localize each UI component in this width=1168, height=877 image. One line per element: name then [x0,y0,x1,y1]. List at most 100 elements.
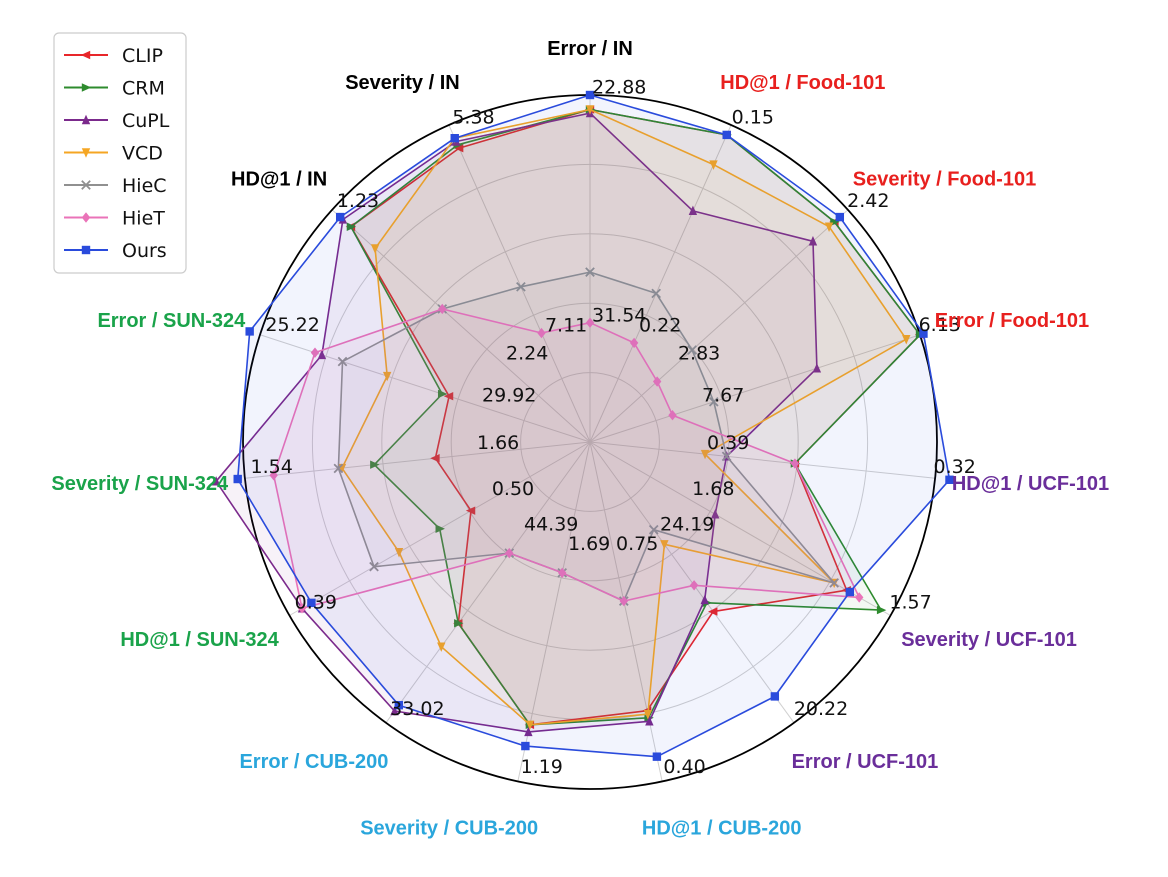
point-vcd-error-food-101 [902,335,911,345]
point-hiet-severity-in [537,327,546,339]
point-hiet-hd-1-cub-200 [619,595,629,607]
legend-item-vcd: VCD [64,143,163,165]
point-cupl-error-food-101 [812,363,822,373]
point-vcd-hd-1-in [370,244,380,254]
spoke-error-food-101 [589,334,921,443]
tick-inner-hd-1-in: 2.24 [506,343,548,365]
point-hiet-hd-1-ucf-101 [790,458,800,469]
point-hiec-hd-1-sun-324 [369,561,379,572]
tick-outer-error-ucf-101: 20.22 [794,698,848,720]
point-clip-error-sun-324 [443,392,454,401]
spoke-error-ucf-101 [589,441,795,724]
tick-inner-severity-food-101: 2.83 [678,343,720,365]
series-fill-clip [350,109,920,725]
point-crm-hd-1-sun-324 [435,524,445,533]
spoke-severity-food-101 [589,209,849,443]
series-fill-vcd [342,109,907,725]
tick-inner-severity-in: 7.11 [545,314,587,336]
point-hiec-error-food-101 [708,396,719,407]
point-ours-severity-food-101 [835,212,845,222]
point-ours-error-sun-324 [245,327,254,336]
point-clip-hd-1-sun-324 [465,506,476,515]
legend-label-clip: CLIP [122,45,163,67]
point-vcd-hd-1-cub-200 [643,710,653,720]
legend-marker-clip [80,50,91,60]
axis-title-error-food-101: Error / Food-101 [935,310,1089,332]
axis-title-error-sun-324: Error / SUN-324 [97,310,246,332]
point-ours-hd-1-cub-200 [652,752,662,761]
point-ours-error-in [585,90,595,100]
point-vcd-hd-1-food-101 [709,160,718,170]
tick-outer-error-food-101: 6.13 [919,314,961,336]
spoke-error-cub-200 [385,441,591,724]
legend: CLIP CRM CuPL VCD HieC HieT Ours [53,32,187,274]
axis-title-severity-ucf-101: Severity / UCF-101 [901,629,1077,651]
point-ours-severity-ucf-101 [845,587,855,597]
legend-marker-ours [81,245,91,255]
point-cupl-error-cub-200 [390,705,399,716]
legend-item-crm: CRM [64,78,165,100]
legend-item-ours: Ours [64,240,167,262]
series-hiec [333,267,840,606]
legend-marker-vcd [81,148,91,158]
point-ours-error-ucf-101 [770,692,780,701]
tick-outer-hd-1-cub-200: 0.40 [663,756,705,778]
point-ours-error-cub-200 [394,700,403,710]
point-crm-error-cub-200 [454,619,464,628]
tick-outer-error-in: 22.88 [592,77,646,99]
radar-labels: 31.54 22.88 Error / IN 0.22 0.15 HD@1 / Food-… [51,38,1109,839]
legend-marker-hiec [81,180,91,190]
tick-outer-hd-1-sun-324: 0.39 [295,592,337,614]
point-hiec-error-sun-324 [337,356,348,367]
point-ours-severity-cub-200 [521,741,530,751]
tick-outer-error-cub-200: 33.02 [390,698,444,720]
series-fill-ours [237,95,950,757]
spoke-severity-in [448,124,591,443]
point-hiet-error-food-101 [668,409,677,421]
point-hiec-severity-sun-324 [333,463,344,474]
point-cupl-severity-sun-324 [211,476,221,486]
series-fill-hiec [338,272,835,602]
tick-inner-hd-1-cub-200: 0.75 [616,533,658,555]
tick-outer-severity-in: 5.38 [452,106,494,128]
series-vcd [337,105,911,731]
point-cupl-severity-ucf-101 [711,509,720,519]
series-fill-crm [350,109,920,725]
point-clip-severity-in [453,143,464,153]
legend-label-crm: CRM [122,78,165,100]
legend-label-cupl: CuPL [122,110,170,132]
axis-title-severity-sun-324: Severity / SUN-324 [51,473,229,495]
point-ours-hd-1-food-101 [722,130,731,140]
tick-inner-hd-1-ucf-101: 0.39 [707,432,749,454]
tick-outer-severity-food-101: 2.42 [847,190,889,212]
point-hiec-error-ucf-101 [648,524,659,535]
legend-marker-cupl [81,114,91,125]
point-cupl-severity-food-101 [808,236,818,246]
point-hiet-severity-sun-324 [269,470,278,481]
point-hiec-severity-ucf-101 [829,578,840,588]
tick-inner-hd-1-food-101: 0.22 [639,314,681,336]
tick-inner-error-cub-200: 44.39 [524,514,578,536]
legend-item-cupl: CuPL [64,110,170,132]
point-vcd-severity-cub-200 [525,720,535,731]
point-hiec-severity-food-101 [687,345,697,355]
point-vcd-error-in [585,105,595,115]
spoke-severity-sun-324 [244,441,591,479]
point-hiet-error-ucf-101 [689,580,699,591]
tick-inner-severity-ucf-101: 1.68 [692,478,734,500]
point-cupl-error-ucf-101 [700,594,709,605]
point-hiet-error-sun-324 [310,347,320,358]
point-clip-severity-sun-324 [430,454,440,463]
axis-title-error-in: Error / IN [547,38,633,60]
series-ours [233,90,954,761]
point-cupl-hd-1-cub-200 [645,716,654,726]
point-hiec-severity-in [516,281,526,292]
legend-label-ours: Ours [122,240,167,262]
point-hiec-error-in [585,267,595,277]
point-ours-severity-sun-324 [233,474,242,484]
spoke-hd-1-ucf-101 [589,441,936,479]
axis-title-hd-1-ucf-101: HD@1 / UCF-101 [952,473,1109,495]
tick-inner-severity-cub-200: 1.69 [568,533,610,555]
series-line-vcd [341,108,908,726]
point-hiet-severity-cub-200 [557,567,567,579]
